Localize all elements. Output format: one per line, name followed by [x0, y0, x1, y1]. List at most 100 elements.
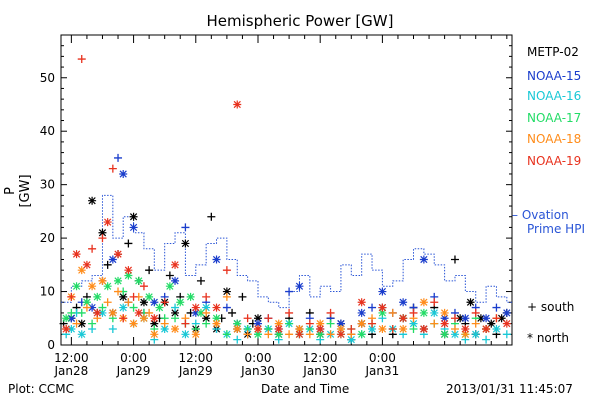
data-point-north — [253, 330, 262, 339]
data-point-south — [285, 330, 294, 339]
data-point-north — [145, 292, 154, 301]
x-axis-label: Date and Time — [261, 382, 350, 396]
data-point-north — [202, 314, 211, 323]
x-tick-date: Jan31 — [365, 364, 400, 378]
data-point-south — [368, 303, 377, 312]
data-point-north — [212, 255, 221, 264]
data-point-north — [124, 271, 133, 280]
data-point-north — [171, 276, 180, 285]
data-point-north — [430, 308, 439, 317]
data-point-south — [243, 314, 252, 323]
data-point-north — [212, 319, 221, 328]
data-point-north — [347, 335, 356, 344]
data-point-north — [139, 314, 148, 323]
legend-noaa-18: NOAA-18 — [527, 132, 582, 146]
data-point-north — [88, 303, 97, 312]
legend-noaa-16: NOAA-16 — [527, 89, 582, 103]
data-point-north — [114, 276, 123, 285]
data-point-south — [207, 212, 216, 221]
data-point-south — [181, 319, 190, 328]
data-point-north — [316, 330, 325, 339]
data-point-south — [233, 335, 242, 344]
data-point-south — [492, 303, 501, 312]
data-point-south — [430, 298, 439, 307]
data-point-north — [72, 282, 81, 291]
data-point-north — [461, 330, 470, 339]
data-point-north — [191, 308, 200, 317]
data-point-south — [228, 308, 237, 317]
data-point-south — [98, 234, 107, 243]
data-point-south — [388, 308, 397, 317]
data-point-south — [129, 292, 138, 301]
data-point-south — [124, 239, 133, 248]
data-point-north — [492, 324, 501, 333]
data-point-north — [502, 308, 511, 317]
data-point-north — [419, 298, 428, 307]
data-point-south — [114, 287, 123, 296]
data-point-south — [98, 303, 107, 312]
data-point-north — [316, 324, 325, 333]
data-point-south — [326, 308, 335, 317]
data-point-north — [114, 250, 123, 259]
data-point-north — [202, 303, 211, 312]
legend-noaa-17: NOAA-17 — [527, 111, 582, 125]
data-point-north — [108, 308, 117, 317]
data-point-south — [171, 314, 180, 323]
data-point-north — [440, 314, 449, 323]
data-point-north — [181, 239, 190, 248]
x-tick-time: 0:00 — [245, 351, 272, 365]
y-tick-label: 30 — [40, 178, 55, 192]
data-point-north — [67, 324, 76, 333]
x-tick-date: Jan29 — [116, 364, 151, 378]
data-point-north — [98, 228, 107, 237]
data-point-north — [191, 330, 200, 339]
legend-noaa-19: NOAA-19 — [527, 154, 582, 168]
data-point-south — [129, 303, 138, 312]
data-point-north — [196, 308, 205, 317]
data-point-south — [139, 282, 148, 291]
data-point-south — [222, 303, 231, 312]
data-point-north — [295, 330, 304, 339]
data-point-north — [419, 324, 428, 333]
plot-credit: Plot: CCMC — [8, 382, 74, 396]
data-point-north — [212, 303, 221, 312]
data-point-north — [461, 324, 470, 333]
data-point-north — [88, 282, 97, 291]
data-point-north — [67, 314, 76, 323]
data-point-north — [399, 298, 408, 307]
x-tick-time: 12:00 — [54, 351, 89, 365]
data-point-north — [274, 324, 283, 333]
data-point-north — [160, 324, 169, 333]
x-tick-date: Jan30 — [302, 364, 337, 378]
data-point-north — [316, 319, 325, 328]
data-point-north — [476, 314, 485, 323]
data-point-north — [150, 314, 159, 323]
legend-ovation-line2: Prime HPI — [527, 222, 585, 236]
data-point-north — [450, 330, 459, 339]
data-point-north — [93, 308, 102, 317]
data-point-north — [419, 308, 428, 317]
data-point-north — [98, 308, 107, 317]
data-point-south — [119, 314, 128, 323]
data-point-south — [285, 287, 294, 296]
data-point-north — [253, 314, 262, 323]
data-point-south — [502, 330, 511, 339]
legend-north-symbol: * north — [527, 331, 570, 345]
data-point-north — [378, 303, 387, 312]
data-point-north — [108, 255, 117, 264]
data-point-south — [67, 292, 76, 301]
data-point-north — [103, 218, 112, 227]
data-point-south — [326, 330, 335, 339]
data-point-north — [129, 319, 138, 328]
data-point-north — [134, 276, 143, 285]
data-point-south — [492, 314, 501, 323]
data-point-south — [67, 308, 76, 317]
data-point-north — [336, 324, 345, 333]
data-point-north — [419, 255, 428, 264]
data-point-north — [466, 298, 475, 307]
data-point-south — [409, 324, 418, 333]
y-tick-label: 50 — [40, 71, 55, 85]
data-point-north — [171, 324, 180, 333]
data-point-north — [253, 319, 262, 328]
